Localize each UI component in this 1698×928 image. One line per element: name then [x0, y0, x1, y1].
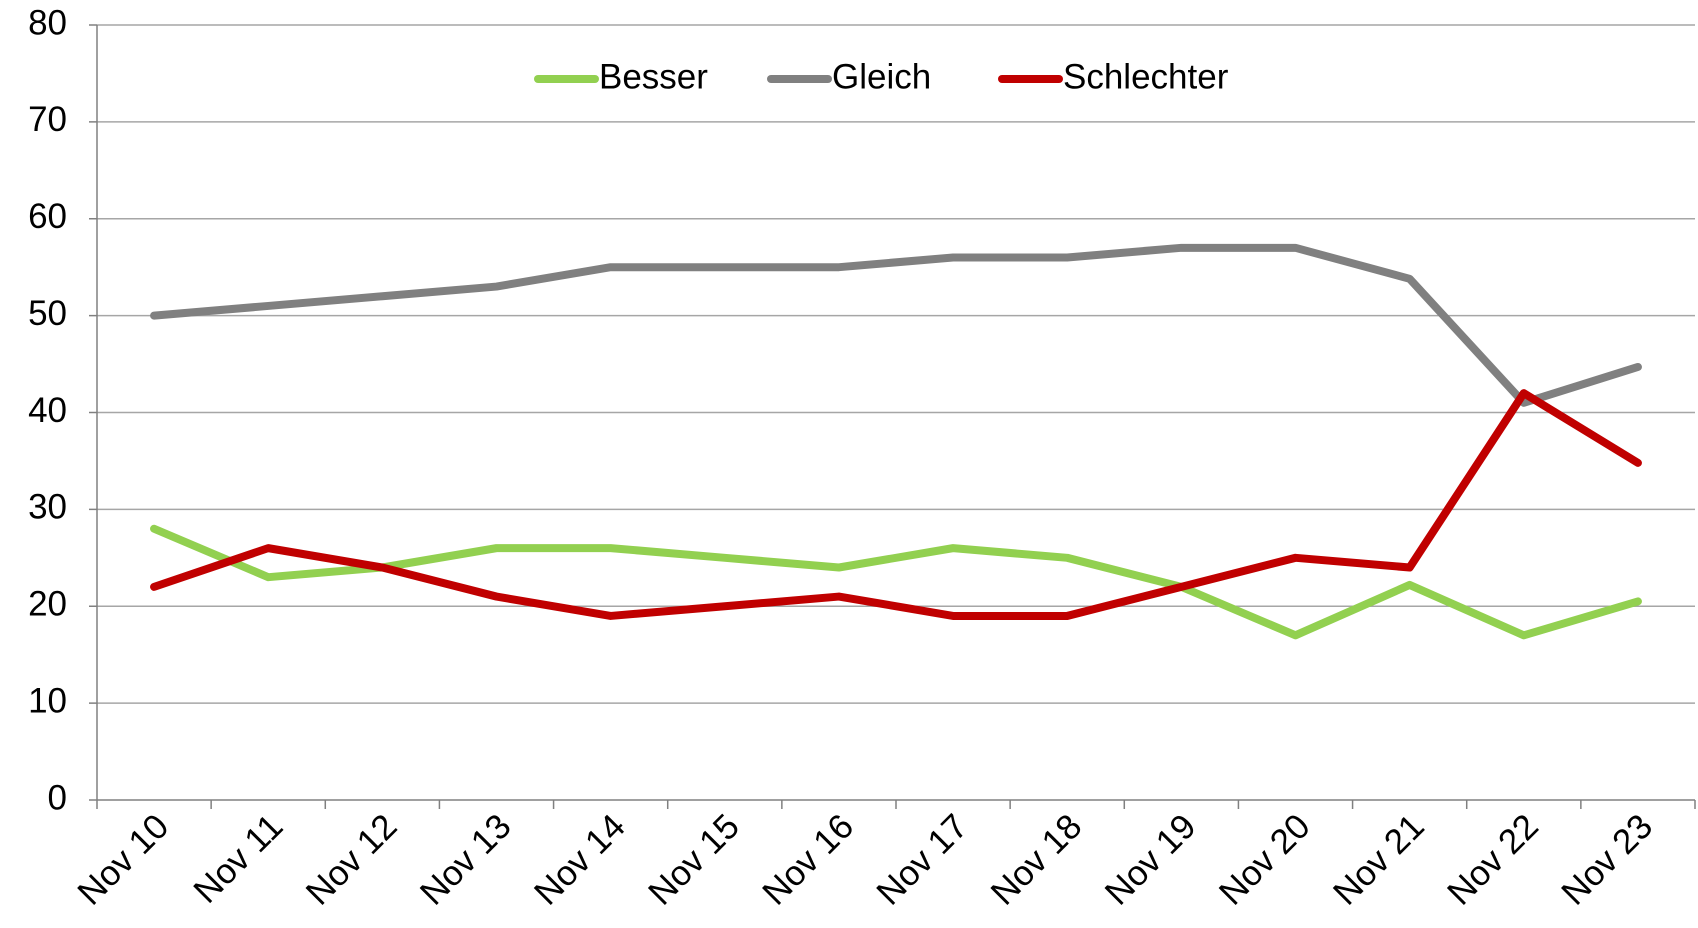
- x-tick-label: Nov 12: [299, 807, 405, 913]
- x-tick-label: Nov 14: [527, 807, 633, 913]
- y-tick-label: 20: [28, 585, 67, 624]
- x-tick-label: Nov 21: [1326, 807, 1432, 913]
- y-tick-label: 10: [28, 681, 67, 720]
- x-tick-label: Nov 22: [1440, 807, 1546, 913]
- x-tick-label: Nov 19: [1098, 807, 1204, 913]
- y-tick-label: 30: [28, 488, 67, 527]
- series-line: [150, 243, 1642, 407]
- y-tick-label: 70: [28, 100, 67, 139]
- x-tick-label: Nov 16: [755, 807, 861, 913]
- series-line: [150, 389, 1642, 620]
- x-tick-label: Nov 17: [869, 807, 975, 913]
- y-tick-label: 40: [28, 391, 67, 430]
- x-tick-label: Nov 13: [413, 807, 519, 913]
- x-tick-label: Nov 10: [70, 807, 176, 913]
- legend-label: Besser: [599, 57, 708, 96]
- y-tick-label: 60: [28, 197, 67, 236]
- x-tick-label: Nov 11: [186, 807, 290, 911]
- x-tick-label: Nov 18: [983, 807, 1089, 913]
- x-tick-label: Nov 23: [1554, 807, 1660, 913]
- x-tick-label: Nov 20: [1212, 807, 1318, 913]
- x-tick-label: Nov 15: [641, 807, 747, 913]
- y-tick-label: 0: [48, 778, 67, 817]
- y-tick-label: 50: [28, 294, 67, 333]
- series-line: [150, 524, 1642, 640]
- legend-label: Schlechter: [1063, 57, 1229, 96]
- y-tick-label: 80: [28, 3, 67, 42]
- legend-label: Gleich: [832, 57, 931, 96]
